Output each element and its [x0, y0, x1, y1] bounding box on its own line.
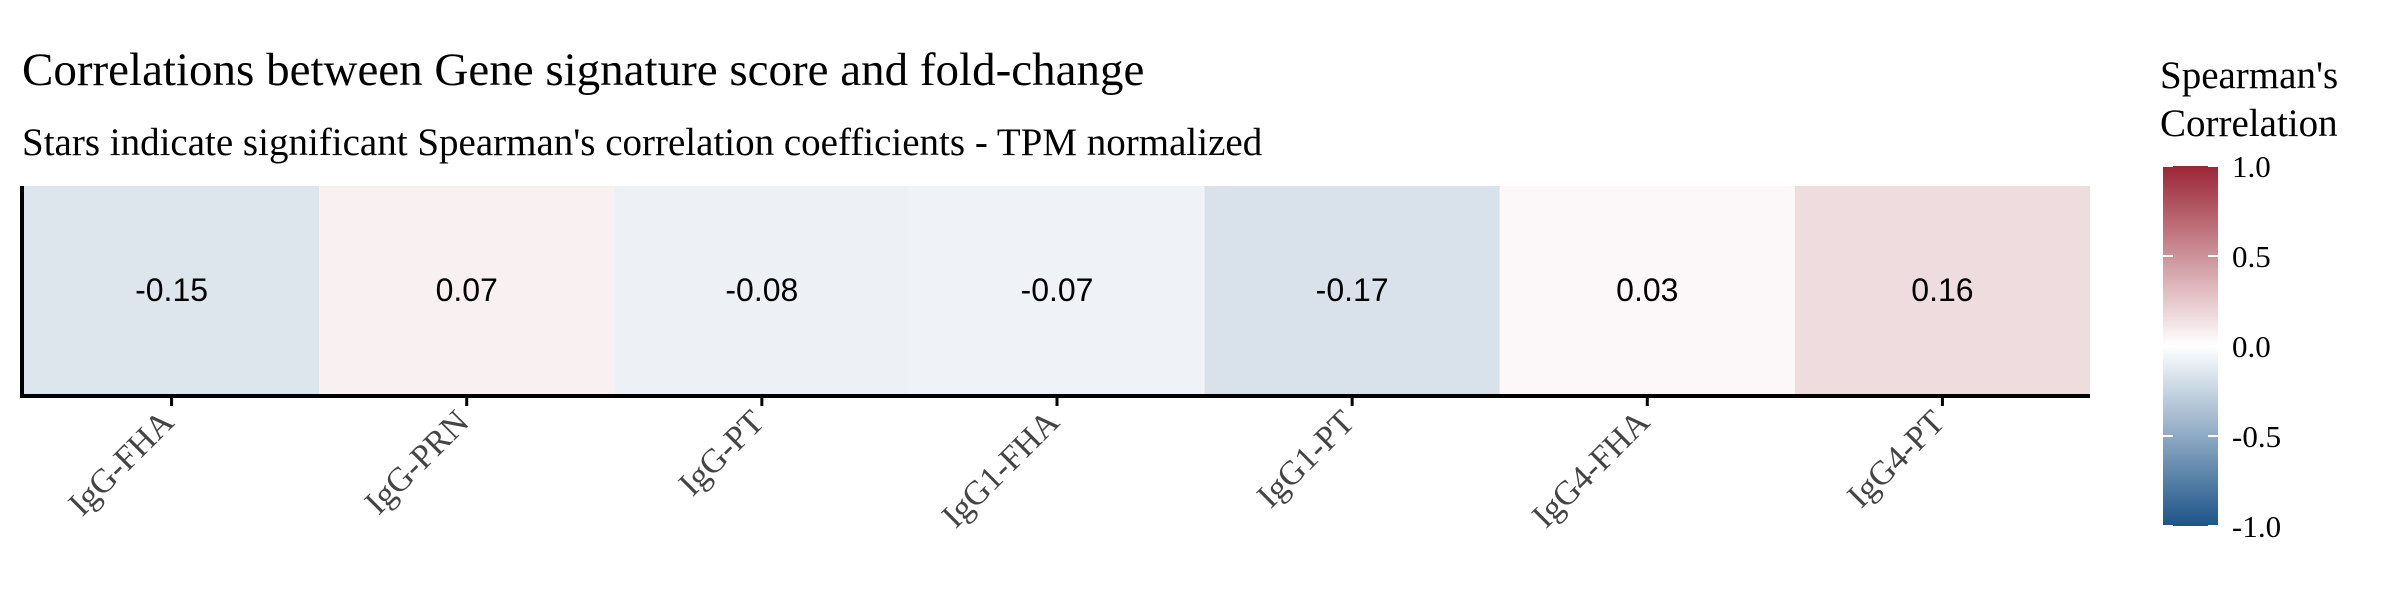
chart-title: Correlations between Gene signature scor…	[22, 44, 1144, 96]
x-tick-label: IgG4-PT	[1840, 403, 1952, 515]
cell-value-label: -0.17	[1316, 272, 1389, 308]
cell-value-label: 0.07	[436, 272, 498, 308]
heatmap-cell	[909, 186, 1205, 394]
legend-title-line-2: Correlation	[2160, 102, 2338, 145]
heatmap-cell	[1794, 186, 2090, 394]
x-tick-label: IgG1-FHA	[935, 403, 1067, 535]
cell-value-label: -0.07	[1021, 272, 1094, 308]
x-tick-label: IgG-PRN	[358, 403, 476, 521]
legend-title-line-1: Spearman's	[2160, 54, 2338, 97]
x-tick-label: IgG1-PT	[1250, 403, 1362, 515]
x-tick-label: IgG-FHA	[62, 403, 182, 523]
cell-value-labels: -0.15 0.07 -0.08 -0.07 -0.17 0.03 0.16	[135, 272, 1973, 308]
heatmap-cells	[24, 186, 2090, 394]
heatmap-cell	[1204, 186, 1500, 394]
legend-tick-label: -0.5	[2232, 419, 2281, 454]
heatmap-cell	[319, 186, 615, 394]
cell-value-label: -0.08	[725, 272, 798, 308]
chart-subtitle: Stars indicate significant Spearman's co…	[22, 121, 1263, 164]
legend-tick-label: 0.5	[2232, 239, 2271, 274]
legend-tick-label: 0.0	[2232, 329, 2271, 364]
x-axis-ticks	[170, 396, 1944, 406]
legend-tick-label: -1.0	[2232, 509, 2281, 544]
heatmap-cell	[614, 186, 910, 394]
heatmap-cell	[24, 186, 320, 394]
cell-value-label: -0.15	[135, 272, 208, 308]
x-tick-label: IgG4-FHA	[1525, 403, 1657, 535]
legend-ticks: 1.0 0.5 0.0 -0.5 -1.0	[2163, 149, 2281, 544]
color-legend: Spearman's Correlation 1.0 0.5 0.0 -0.5 -1.0	[2160, 54, 2338, 544]
x-axis-tick-labels: IgG-FHA IgG-PRN IgG-PT IgG1-FHA IgG1-PT IgG4-…	[62, 403, 1953, 535]
heatmap-cell	[1499, 186, 1795, 394]
cell-value-label: 0.03	[1616, 272, 1678, 308]
legend-tick-label: 1.0	[2232, 149, 2271, 184]
cell-value-label: 0.16	[1911, 272, 1973, 308]
x-tick-label: IgG-PT	[672, 403, 772, 503]
